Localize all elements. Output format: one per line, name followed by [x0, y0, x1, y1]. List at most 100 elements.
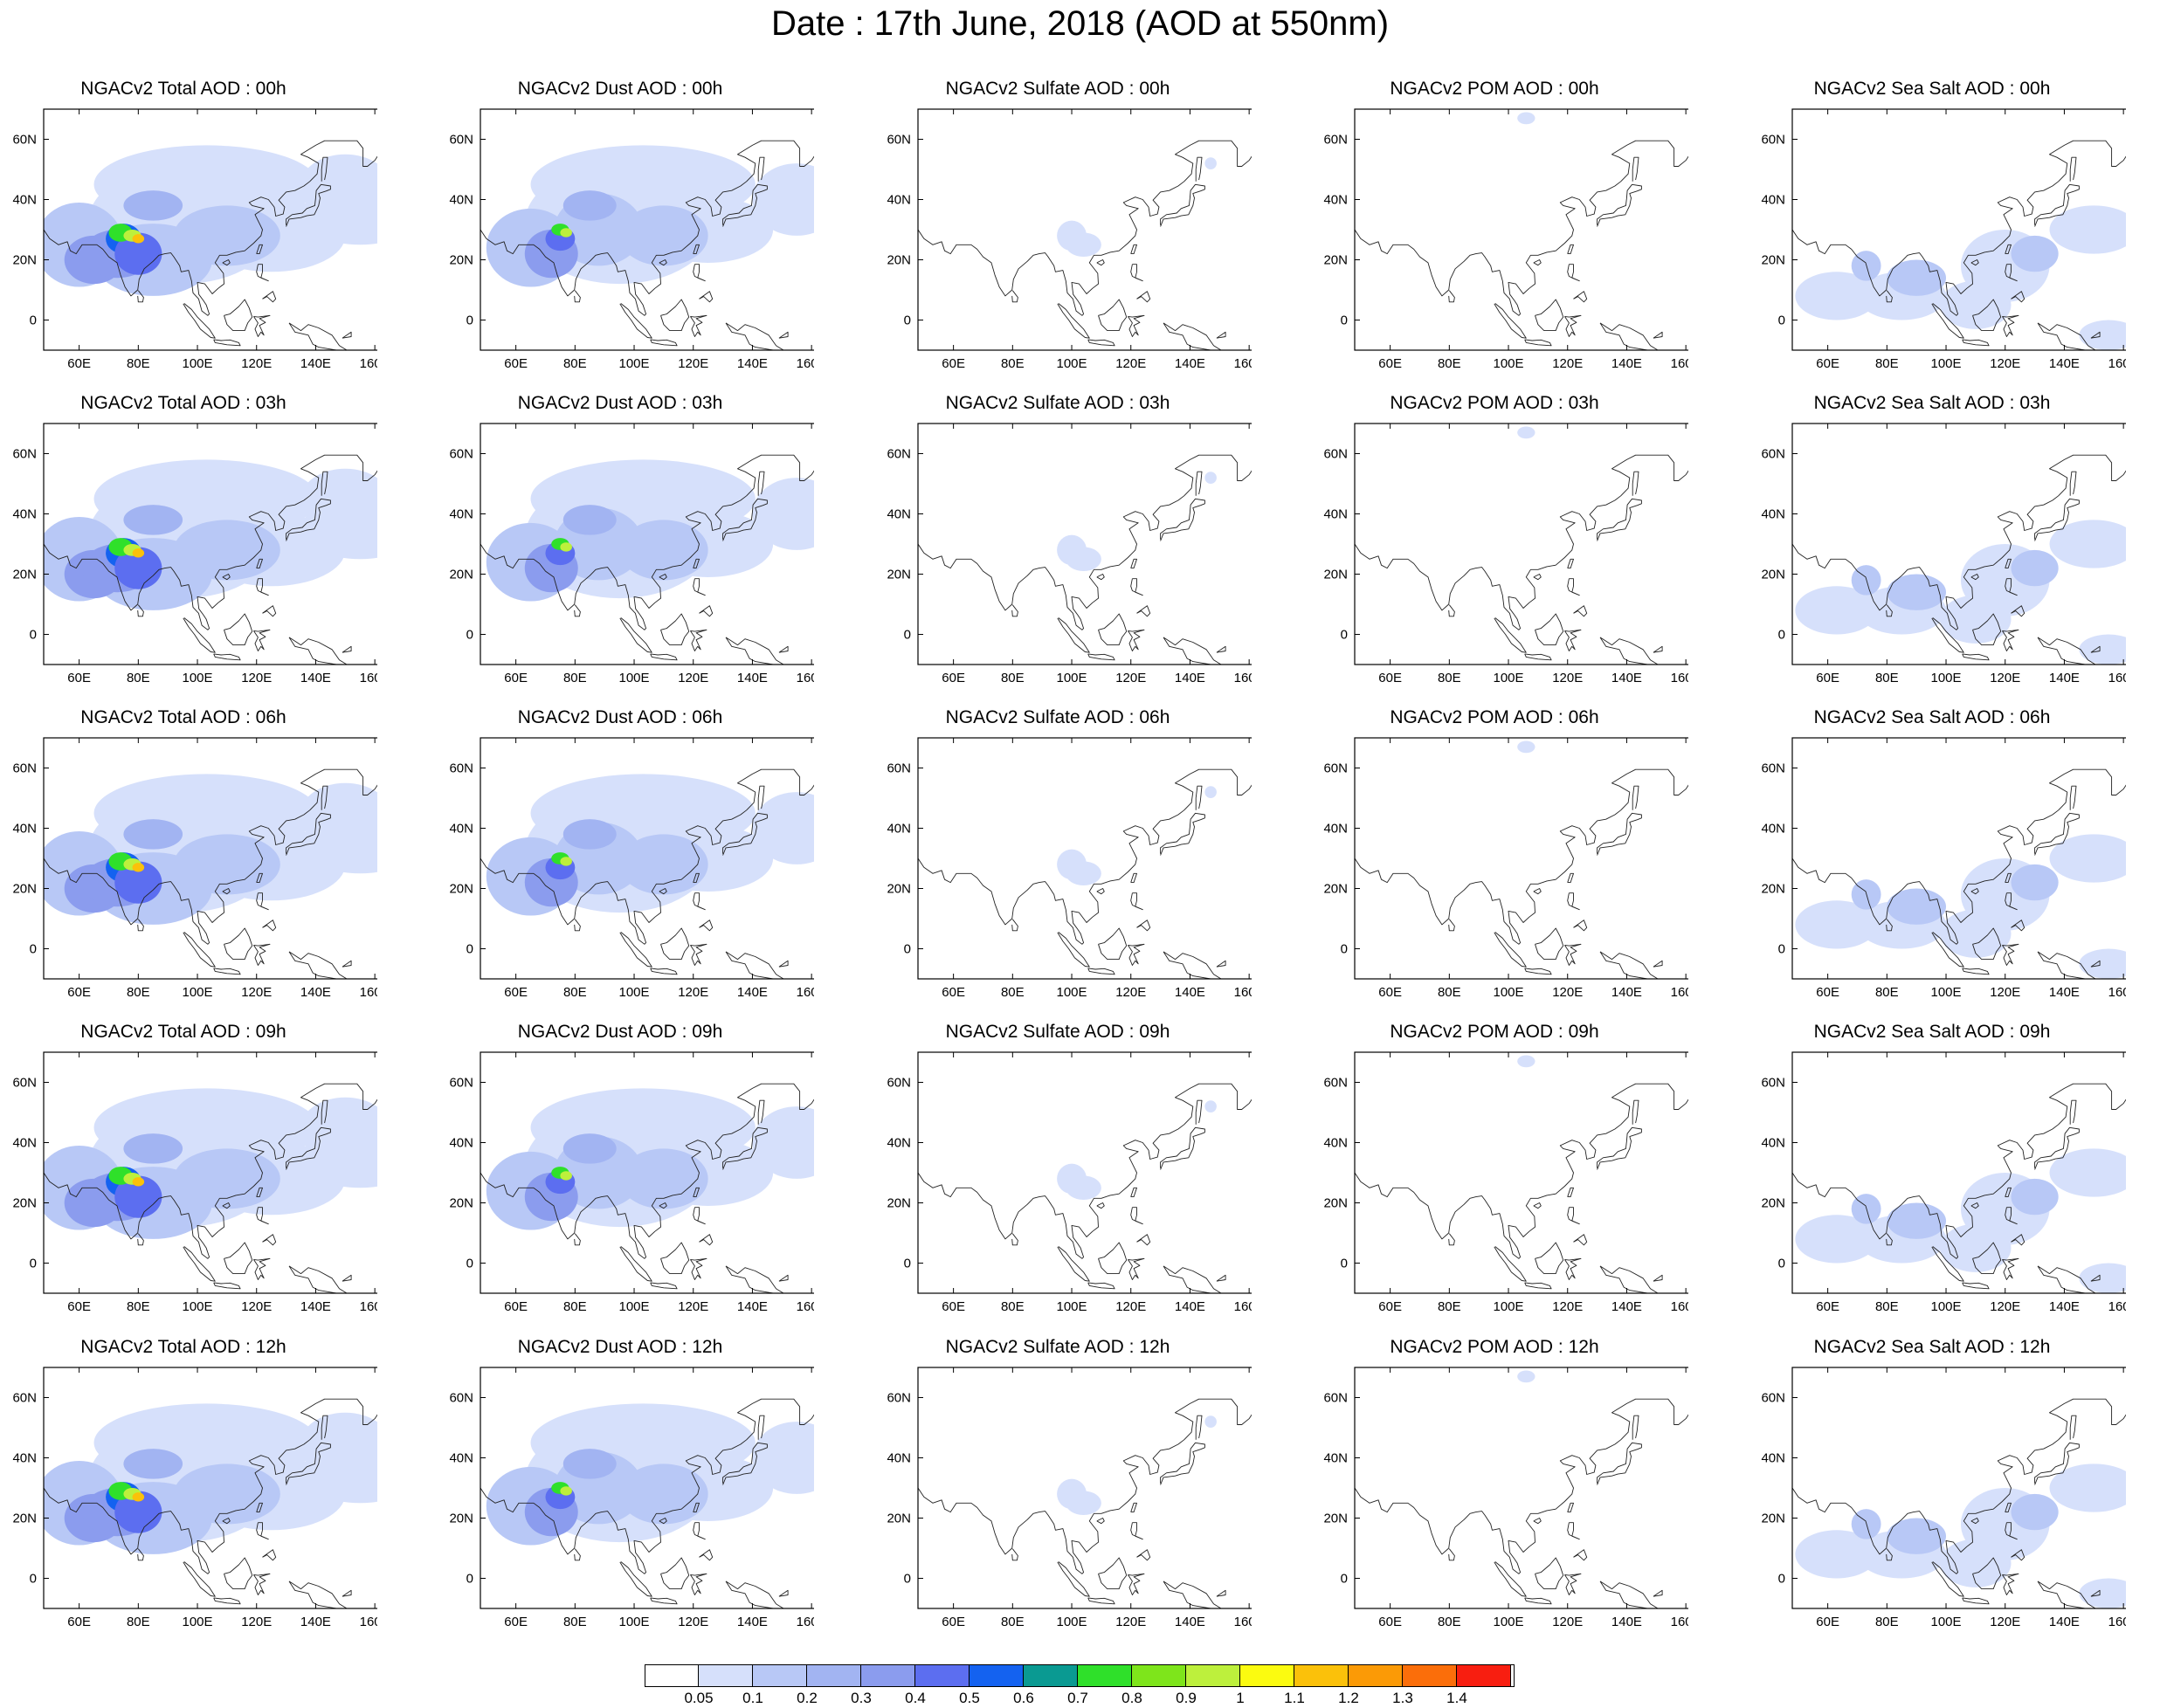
- lon-tick-label: 100E: [1931, 985, 1962, 999]
- coastline-segment: [1567, 264, 1580, 282]
- aod-shade: [1066, 1491, 1101, 1516]
- coastline-segment: [722, 1126, 768, 1170]
- lat-tick-label: 0: [904, 1257, 911, 1271]
- lon-tick-label: 160E: [2108, 356, 2126, 370]
- lon-tick-label: 140E: [1175, 671, 1205, 685]
- coastline-segment: [1087, 968, 1115, 975]
- coastline-segment: [1533, 574, 1542, 581]
- coastline-segment: [1792, 1398, 2126, 1574]
- coastline-segment: [1573, 605, 1588, 617]
- map-plot: 60E 80E 100E 120E 140E 160E 0 20N 40N 60N: [887, 423, 1252, 685]
- lat-tick-label: 60N: [12, 1076, 37, 1091]
- aod-shade: [2049, 205, 2126, 254]
- coastline-segment: [342, 331, 352, 339]
- coastline-segment: [650, 1597, 678, 1605]
- colorbar-label: 0.8: [1121, 1690, 1142, 1706]
- coastline-segment: [619, 1561, 652, 1597]
- coastline-segment: [1130, 264, 1143, 282]
- plot-frame: [1791, 1051, 2126, 1294]
- lon-tick-label: 160E: [1671, 1615, 1688, 1629]
- coastline-segment: [1130, 244, 1137, 255]
- sulfate-aod-panel: NGACv2 Sulfate AOD : 03h 60E 80E 100E 120E 14…: [874, 391, 1252, 685]
- coastline-segment: [286, 1442, 331, 1485]
- panel-title: NGACv2 Dust AOD : 06h: [517, 707, 723, 727]
- dust-aod-panel: NGACv2 Dust AOD : 06h 60E 80E 100E 120E 140E 1…: [437, 706, 814, 999]
- coastline-segment: [1533, 259, 1542, 266]
- lon-tick-label: 100E: [619, 985, 650, 999]
- aod-field: [1792, 140, 2126, 350]
- coastline-segment: [1128, 1257, 1145, 1280]
- coastline-segment: [2002, 1573, 2019, 1595]
- colorbar-swatch: [1294, 1664, 1349, 1687]
- coastline-segment: [1524, 1597, 1552, 1605]
- coastline-segment: [1057, 1246, 1090, 1282]
- lat-tick-label: 40N: [1323, 193, 1348, 208]
- colorbar-swatch: [753, 1664, 807, 1687]
- coastline-segment: [699, 605, 714, 617]
- lat-tick-label: 20N: [1761, 253, 1785, 268]
- coastline-segment: [722, 183, 768, 227]
- coastline-segment: [44, 454, 377, 630]
- aod-shade: [123, 1449, 183, 1479]
- coastline-segment: [690, 314, 707, 337]
- coastline-segment: [918, 1398, 1252, 1574]
- coastline-segment: [1962, 653, 1990, 661]
- coastline-segment: [342, 645, 352, 653]
- map-plot: 60E 80E 100E 120E 140E 160E 0 20N 40N 60N: [449, 1367, 814, 1629]
- plot-frame: [917, 108, 1252, 351]
- coastline-segment: [2005, 1502, 2012, 1513]
- coastline-segment: [224, 299, 253, 332]
- coastline: [480, 454, 814, 665]
- aod-shade: [562, 819, 617, 850]
- panel-title: NGACv2 POM AOD : 12h: [1390, 1337, 1599, 1357]
- coastline-segment: [659, 1518, 667, 1525]
- aod-shade: [1517, 1370, 1535, 1383]
- aod-shade: [1066, 547, 1101, 572]
- coastline-segment: [256, 244, 263, 255]
- coastline-segment: [2090, 1274, 2101, 1282]
- coastline-segment: [2005, 264, 2018, 282]
- lon-tick-label: 100E: [619, 1299, 650, 1313]
- plot-frame: [917, 1367, 1252, 1609]
- aod-field: [44, 140, 377, 350]
- panel-title: NGACv2 Total AOD : 09h: [80, 1022, 286, 1042]
- coastline-segment: [1136, 605, 1151, 617]
- coastline-segment: [1216, 331, 1226, 339]
- coastline-segment: [1087, 653, 1115, 661]
- lat-tick-label: 40N: [1761, 1451, 1785, 1466]
- coastline-segment: [2011, 605, 2025, 617]
- coastline: [1355, 768, 1688, 979]
- lon-tick-label: 140E: [737, 1615, 768, 1629]
- lat-tick-label: 60N: [449, 1391, 473, 1406]
- coastline-segment: [1632, 156, 1639, 182]
- coastline: [44, 1398, 377, 1608]
- coastline-segment: [693, 1502, 700, 1513]
- coastline-segment: [1931, 617, 1964, 653]
- lat-tick-label: 40N: [1761, 822, 1785, 837]
- lon-tick-label: 80E: [1001, 985, 1025, 999]
- map-plot: 60E 80E 100E 120E 140E 160E 0 20N 40N 60N: [12, 423, 377, 685]
- coastline-segment: [1573, 919, 1588, 932]
- aod-shade: [2011, 549, 2059, 587]
- lat-tick-label: 0: [1341, 313, 1348, 328]
- sulfate-aod-panel: NGACv2 Sulfate AOD : 06h 60E 80E 100E 120E 14…: [874, 706, 1252, 999]
- lat-tick-label: 0: [904, 942, 911, 957]
- coastline-segment: [183, 1246, 216, 1282]
- lat-tick-label: 20N: [1761, 882, 1785, 897]
- lon-tick-label: 160E: [1234, 671, 1252, 685]
- coastline-segment: [650, 339, 678, 347]
- lat-tick-label: 40N: [12, 1451, 37, 1466]
- lat-tick-label: 20N: [449, 882, 473, 897]
- coastline-segment: [253, 1573, 271, 1595]
- lat-tick-label: 40N: [1323, 1451, 1348, 1466]
- sulfate-aod-panel: NGACv2 Sulfate AOD : 12h 60E 80E 100E 120E 14…: [874, 1335, 1252, 1629]
- coastline: [480, 1398, 814, 1608]
- lat-tick-label: 60N: [1761, 1076, 1785, 1091]
- coastline-segment: [1962, 1282, 1990, 1290]
- coastline-segment: [2005, 1522, 2018, 1540]
- aod-field: [480, 454, 814, 665]
- coastline-segment: [321, 471, 328, 496]
- coastline-segment: [2090, 645, 2101, 653]
- aod-shade: [1204, 472, 1217, 484]
- coastline-segment: [1597, 1126, 1642, 1170]
